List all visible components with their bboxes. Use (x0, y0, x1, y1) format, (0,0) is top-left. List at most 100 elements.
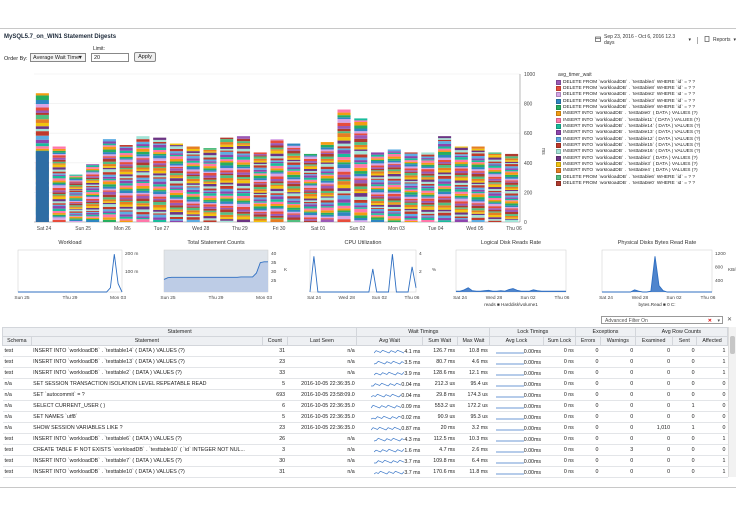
column-header-errors[interactable]: Errors (575, 336, 601, 346)
vertical-scrollbar[interactable] (728, 327, 736, 477)
reports-button[interactable]: Reports (712, 37, 731, 43)
bar-stack[interactable] (387, 149, 401, 222)
chevron-down-icon[interactable]: ▾ (688, 37, 691, 43)
bar-stack[interactable] (136, 136, 150, 222)
legend-item[interactable]: DELETE FROM `workloadDB` . `testtable0` … (556, 181, 736, 187)
column-header-max-wait[interactable]: Max Wait (456, 336, 491, 346)
table-row[interactable]: n/a SELECT CURRENT_USER ( ) 6 2016-10-05 22… (2, 400, 728, 412)
bar-stack[interactable] (69, 174, 83, 222)
bar-stack[interactable] (153, 137, 167, 222)
legend-item[interactable]: DELETE FROM `workloadDB` . `testtable6` … (556, 174, 736, 180)
cell-value: SET `autocommit` = ? (33, 392, 85, 398)
column-header-avg-wait[interactable]: Avg Wait (356, 336, 423, 346)
bar-stack[interactable] (454, 146, 468, 222)
bar-stack[interactable] (203, 148, 217, 222)
apply-button[interactable]: Apply (134, 52, 156, 62)
column-header-sum-wait[interactable]: Sum Wait (421, 336, 458, 346)
bar-stack[interactable] (471, 146, 485, 222)
legend-item[interactable]: INSERT INTO `workloadDB` . `testtable11`… (556, 117, 736, 123)
clear-filter-icon[interactable]: ✕ (707, 318, 712, 324)
table-row[interactable]: test INSERT INTO `workloadDB` . `testtabl… (2, 433, 728, 445)
bar-stack[interactable] (186, 146, 200, 222)
bar-stack[interactable] (303, 153, 318, 222)
legend-item[interactable]: DELETE FROM `workloadDB` . `testtable4` … (556, 79, 736, 85)
bar-stack[interactable] (169, 143, 183, 222)
bar-stack[interactable] (488, 152, 502, 222)
table-row[interactable]: test INSERT INTO `workloadDB` . `testtabl… (2, 367, 728, 379)
bar-stack[interactable] (253, 152, 267, 222)
legend-item[interactable]: INSERT INTO `workloadDB` . `testtable14`… (556, 123, 736, 130)
table-row[interactable]: test INSERT INTO `workloadDB` . `testtabl… (2, 466, 728, 478)
scrollbar-thumb[interactable] (730, 336, 735, 354)
legend-item[interactable]: INSERT INTO `workloadDB` . `testtable16`… (556, 149, 736, 155)
column-header-statement[interactable]: Statement (30, 336, 264, 346)
bar-stack[interactable] (371, 152, 385, 222)
bar-stack[interactable] (421, 152, 435, 222)
bar-stack[interactable] (270, 139, 284, 222)
table-row[interactable]: n/a SHOW SESSION VARIABLES LIKE ? 23 2016-1… (2, 422, 728, 434)
legend-item[interactable]: INSERT INTO `workloadDB` . `testtable12`… (556, 136, 736, 142)
legend-item[interactable]: DELETE FROM `workloadDB` . `testtable3` … (556, 98, 736, 104)
table-row[interactable]: test INSERT INTO `workloadDB` . `testtabl… (2, 455, 728, 467)
bar-stack[interactable] (337, 109, 351, 222)
bar-stack[interactable] (119, 145, 133, 222)
legend-item[interactable]: DELETE FROM `workloadDB` . `testtable2` … (556, 92, 736, 98)
table-row[interactable]: n/a SET NAMES `utf8` 5 2016-10-05 22:36:35.… (2, 411, 728, 423)
legend-item[interactable]: INSERT INTO `workloadDB` . `testtable0` … (556, 111, 736, 117)
legend-item[interactable]: DELETE FROM `workloadDB` . `testtable9` … (556, 104, 736, 111)
bar-segment (86, 210, 100, 212)
column-header-count[interactable]: Count (262, 336, 288, 346)
bar-stack[interactable] (354, 118, 368, 222)
bar-stack[interactable] (236, 136, 251, 222)
bar-segment (371, 211, 385, 214)
bar-segment (505, 189, 519, 192)
legend-item[interactable]: INSERT INTO `workloadDB` . `testtable13`… (556, 130, 736, 136)
table-row[interactable]: n/a SET `autocommit` = ? 693 2016-10-05 23:… (2, 389, 728, 401)
bar-segment (136, 177, 150, 180)
reports-chevron-icon[interactable]: ▾ (733, 37, 736, 43)
bar-segment (169, 212, 183, 215)
column-header-sent[interactable]: Sent (671, 336, 698, 346)
order-by-select[interactable]: Average Wait Time ▼ (30, 53, 86, 62)
table-row[interactable]: test CREATE TABLE IF NOT EXISTS `workload… (2, 444, 728, 456)
advanced-filter-input[interactable]: Advanced Filter On ✕ ▾ (601, 316, 723, 324)
column-header-warnings[interactable]: Warnings (599, 336, 636, 346)
bar-stack[interactable] (505, 153, 519, 222)
bar-stack[interactable] (404, 152, 418, 222)
calendar-icon[interactable] (595, 36, 601, 44)
legend-item[interactable]: INSERT INTO `workloadDB` . `testtable2` … (556, 155, 736, 161)
bar-stack[interactable] (102, 139, 116, 222)
column-header-affected[interactable]: Affected (696, 336, 728, 346)
bar-stack[interactable] (35, 93, 49, 222)
bar-segment (270, 194, 284, 197)
filter-dropdown-icon[interactable]: ▾ (717, 318, 720, 324)
table-row[interactable]: test INSERT INTO `workloadDB` . `testtabl… (2, 356, 728, 368)
limit-input[interactable]: 20 (91, 53, 129, 62)
table-row[interactable]: n/a SET SESSION TRANSACTION ISOLATION LEV… (2, 378, 728, 390)
legend-item[interactable]: DELETE FROM `workloadDB` . `testtable8` … (556, 85, 736, 92)
column-header-avg-lock[interactable]: Avg Lock (489, 336, 544, 346)
date-range-text[interactable]: Sep 23, 2016 - Oct 6, 2016 12.3 days (604, 34, 676, 46)
column-header-schema[interactable]: Schema (2, 336, 32, 346)
legend-item[interactable]: INSERT INTO `workloadDB` . `testtable4` … (556, 168, 736, 174)
column-header-examined[interactable]: Examined (634, 336, 673, 346)
bar-stack[interactable] (320, 142, 334, 222)
reports-icon[interactable] (704, 36, 710, 44)
bar-stack[interactable] (438, 136, 452, 222)
bar-stack[interactable] (52, 146, 66, 222)
column-header-sum-lock[interactable]: Sum Lock (542, 336, 577, 346)
bar-segment (287, 196, 301, 199)
bar-stack[interactable] (86, 164, 100, 222)
bar-stack[interactable] (220, 137, 234, 222)
close-icon[interactable]: ✕ (727, 317, 733, 323)
table-row[interactable]: test INSERT INTO `workloadDB` . `testtabl… (2, 345, 728, 357)
legend-item[interactable]: INSERT INTO `workloadDB` . `testtable3` … (556, 161, 736, 168)
column-header-last-seen[interactable]: Last Seen (286, 336, 358, 346)
bar-stack[interactable] (287, 143, 301, 222)
legend-item[interactable]: INSERT INTO `workloadDB` . `testtable15`… (556, 142, 736, 149)
